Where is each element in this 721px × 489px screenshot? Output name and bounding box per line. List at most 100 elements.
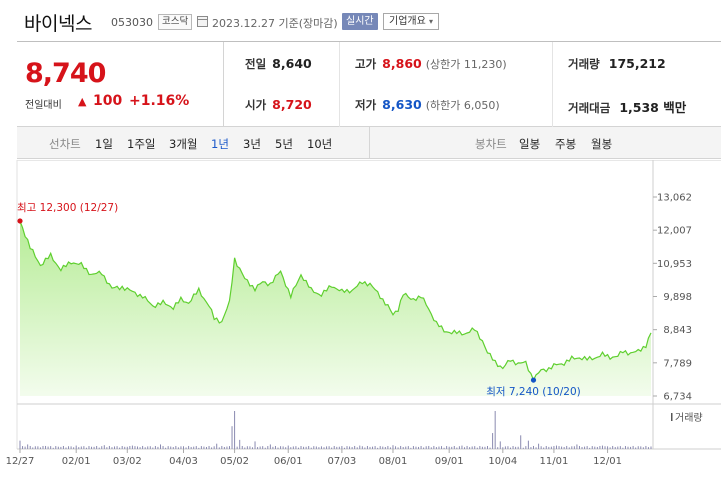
change-percent: +1.16% <box>129 93 190 109</box>
volume-bar <box>372 446 374 449</box>
company-overview-dropdown[interactable]: 기업개요 ▾ <box>383 13 440 30</box>
volume-bar <box>108 445 110 449</box>
volume-bar <box>216 443 218 449</box>
divider <box>339 42 340 127</box>
amount-value: 1,538 백만 <box>619 100 687 115</box>
volume-bar <box>502 447 504 449</box>
volume-bar <box>517 446 519 449</box>
low-price: 저가 8,630 (하한가 6,050) <box>355 97 500 113</box>
volume-bar <box>188 445 190 449</box>
volume-bar <box>55 446 57 449</box>
volume-bar <box>377 447 379 449</box>
volume-bar <box>91 446 93 449</box>
volume-bar <box>443 447 445 449</box>
volume-bar <box>103 445 105 449</box>
period-1d-button[interactable]: 1일 <box>95 137 113 151</box>
volume-bar <box>285 447 287 449</box>
volume-bar <box>32 447 34 449</box>
volume-bar <box>193 446 195 449</box>
volume-bar <box>93 446 95 449</box>
volume-bar <box>341 446 343 449</box>
realtime-button[interactable]: 실시간 <box>342 13 378 30</box>
volume-bar <box>343 447 345 449</box>
stock-header: 바이넥스 053030 코스닥 2023.12.27 기준(장마감) 실시간 기… <box>0 0 721 40</box>
volume-bar <box>221 445 223 449</box>
volume-bar <box>515 446 517 449</box>
y-tick-label: 6,734 <box>663 392 692 403</box>
open-label: 시가 <box>245 98 267 112</box>
volume-bar <box>116 446 118 449</box>
period-3y-button[interactable]: 3년 <box>243 137 261 151</box>
price-chart-svg[interactable]: 최고 12,300 (12/27) 최저 7,240 (10/20) 13,062… <box>0 159 721 489</box>
period-1y-button[interactable]: 1년 <box>211 137 229 151</box>
volume-bar <box>139 447 141 449</box>
volume-bar <box>295 446 297 449</box>
candle-monthly-button[interactable]: 월봉 <box>591 137 613 151</box>
price-chart[interactable]: 최고 12,300 (12/27) 최저 7,240 (10/20) 13,062… <box>0 159 721 489</box>
stock-name[interactable]: 바이넥스 <box>24 13 92 35</box>
volume-bar <box>195 446 197 449</box>
amount-label: 거래대금 <box>568 101 611 115</box>
volume-bar <box>359 445 361 449</box>
volume-bar <box>308 446 310 449</box>
period-1w-button[interactable]: 1주일 <box>127 137 156 151</box>
volume-bar <box>423 447 425 449</box>
y-tick-label: 10,953 <box>657 259 692 270</box>
divider <box>552 42 553 127</box>
volume-bar <box>208 445 210 449</box>
change-label: 전일대비 <box>25 100 62 111</box>
volume-bar <box>384 446 386 449</box>
volume-bar <box>277 447 279 449</box>
volume-bar <box>78 447 80 449</box>
volume-bar <box>50 446 52 449</box>
period-3m-button[interactable]: 3개월 <box>169 137 198 151</box>
y-tick-label: 13,062 <box>657 193 692 204</box>
volume-bar <box>47 446 49 449</box>
period-5y-button[interactable]: 5년 <box>275 137 293 151</box>
volume-bar <box>591 446 593 449</box>
low-marker <box>530 377 537 383</box>
volume-bar <box>267 446 269 449</box>
volume-bar <box>114 446 116 449</box>
volume-bar <box>448 446 450 449</box>
volume: 거래량 175,212 <box>568 56 666 72</box>
volume-bar <box>246 446 248 449</box>
volume-bar <box>555 445 557 449</box>
candle-weekly-button[interactable]: 주봉 <box>555 137 577 151</box>
x-tick-label: 05/02 <box>220 456 249 467</box>
chevron-down-icon: ▾ <box>429 17 434 26</box>
x-tick-label: 03/02 <box>113 456 142 467</box>
y-tick-label: 8,843 <box>663 325 692 336</box>
upper-limit: (상한가 11,230) <box>425 58 507 71</box>
volume-label: 거래량 <box>568 57 600 71</box>
volume-bar <box>280 446 282 449</box>
volume-bar <box>223 447 225 449</box>
volume-bar <box>203 446 205 449</box>
volume-bar <box>351 447 353 449</box>
volume-bar <box>379 446 381 449</box>
volume-bar <box>607 446 609 449</box>
volume-bar <box>509 447 511 449</box>
volume-bar <box>244 447 246 449</box>
volume-bar <box>101 446 103 449</box>
volume-bar <box>27 444 29 449</box>
price-line <box>19 220 652 382</box>
volume-bar <box>548 446 550 449</box>
volume-bar <box>313 446 315 449</box>
volume-bar <box>512 446 514 449</box>
volume-bar <box>504 446 506 449</box>
candle-daily-button[interactable]: 일봉 <box>519 137 541 151</box>
volume-legend-label: 거래량 <box>675 412 703 424</box>
volume-bar <box>83 446 85 449</box>
period-10y-button[interactable]: 10년 <box>307 137 333 151</box>
volume-bar <box>650 446 652 449</box>
volume-bar <box>612 445 614 449</box>
volume-bar <box>226 446 228 449</box>
volume-bar <box>635 447 637 449</box>
volume-bar <box>540 446 542 449</box>
volume-bar <box>315 446 317 449</box>
volume-bar <box>310 447 312 449</box>
volume-value: 175,212 <box>608 56 666 71</box>
volume-bar <box>566 445 568 449</box>
line-chart-label: 선차트 <box>49 137 81 151</box>
